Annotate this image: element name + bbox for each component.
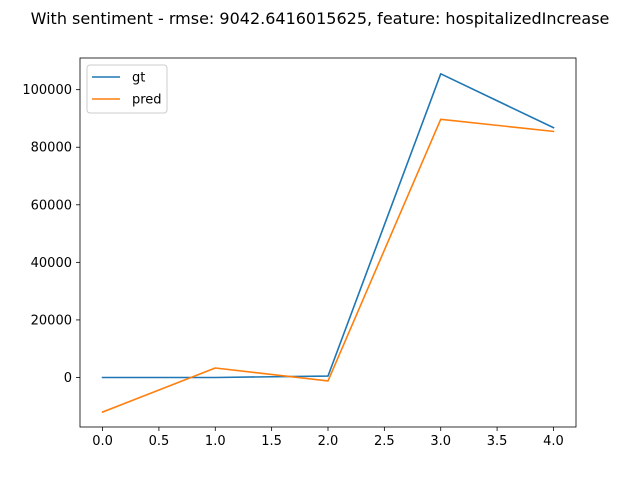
x-tick-label: 0.0	[92, 434, 113, 449]
y-tick-label: 100000	[22, 83, 72, 98]
y-tick-label: 80000	[31, 141, 72, 156]
x-tick-label: 0.5	[149, 434, 170, 449]
x-tick-label: 2.0	[318, 434, 339, 449]
y-tick-label: 60000	[31, 198, 72, 213]
x-tick-label: 2.5	[374, 434, 395, 449]
x-tick-label: 3.0	[430, 434, 451, 449]
series-line-pred	[101, 118, 555, 414]
legend-label-pred: pred	[132, 93, 162, 108]
plot-area: 0.0 0.5 1.0 1.5 2.0 2.5 3.0 3.5 4.0 0 20000 40000 60…	[22, 57, 577, 449]
y-tick-label: 40000	[31, 256, 72, 271]
x-tick-label: 1.0	[205, 434, 226, 449]
x-tick-label: 4.0	[543, 434, 564, 449]
y-tick-label: 20000	[31, 313, 72, 328]
x-tick-label: 3.5	[487, 434, 508, 449]
chart-title: With sentiment - rmse: 9042.6416015625, …	[31, 9, 610, 28]
y-tick-label: 0	[64, 371, 72, 386]
series-line-gt	[101, 73, 555, 379]
axes-frame	[79, 57, 577, 428]
legend-label-gt: gt	[132, 71, 145, 86]
x-tick-label: 1.5	[261, 434, 282, 449]
